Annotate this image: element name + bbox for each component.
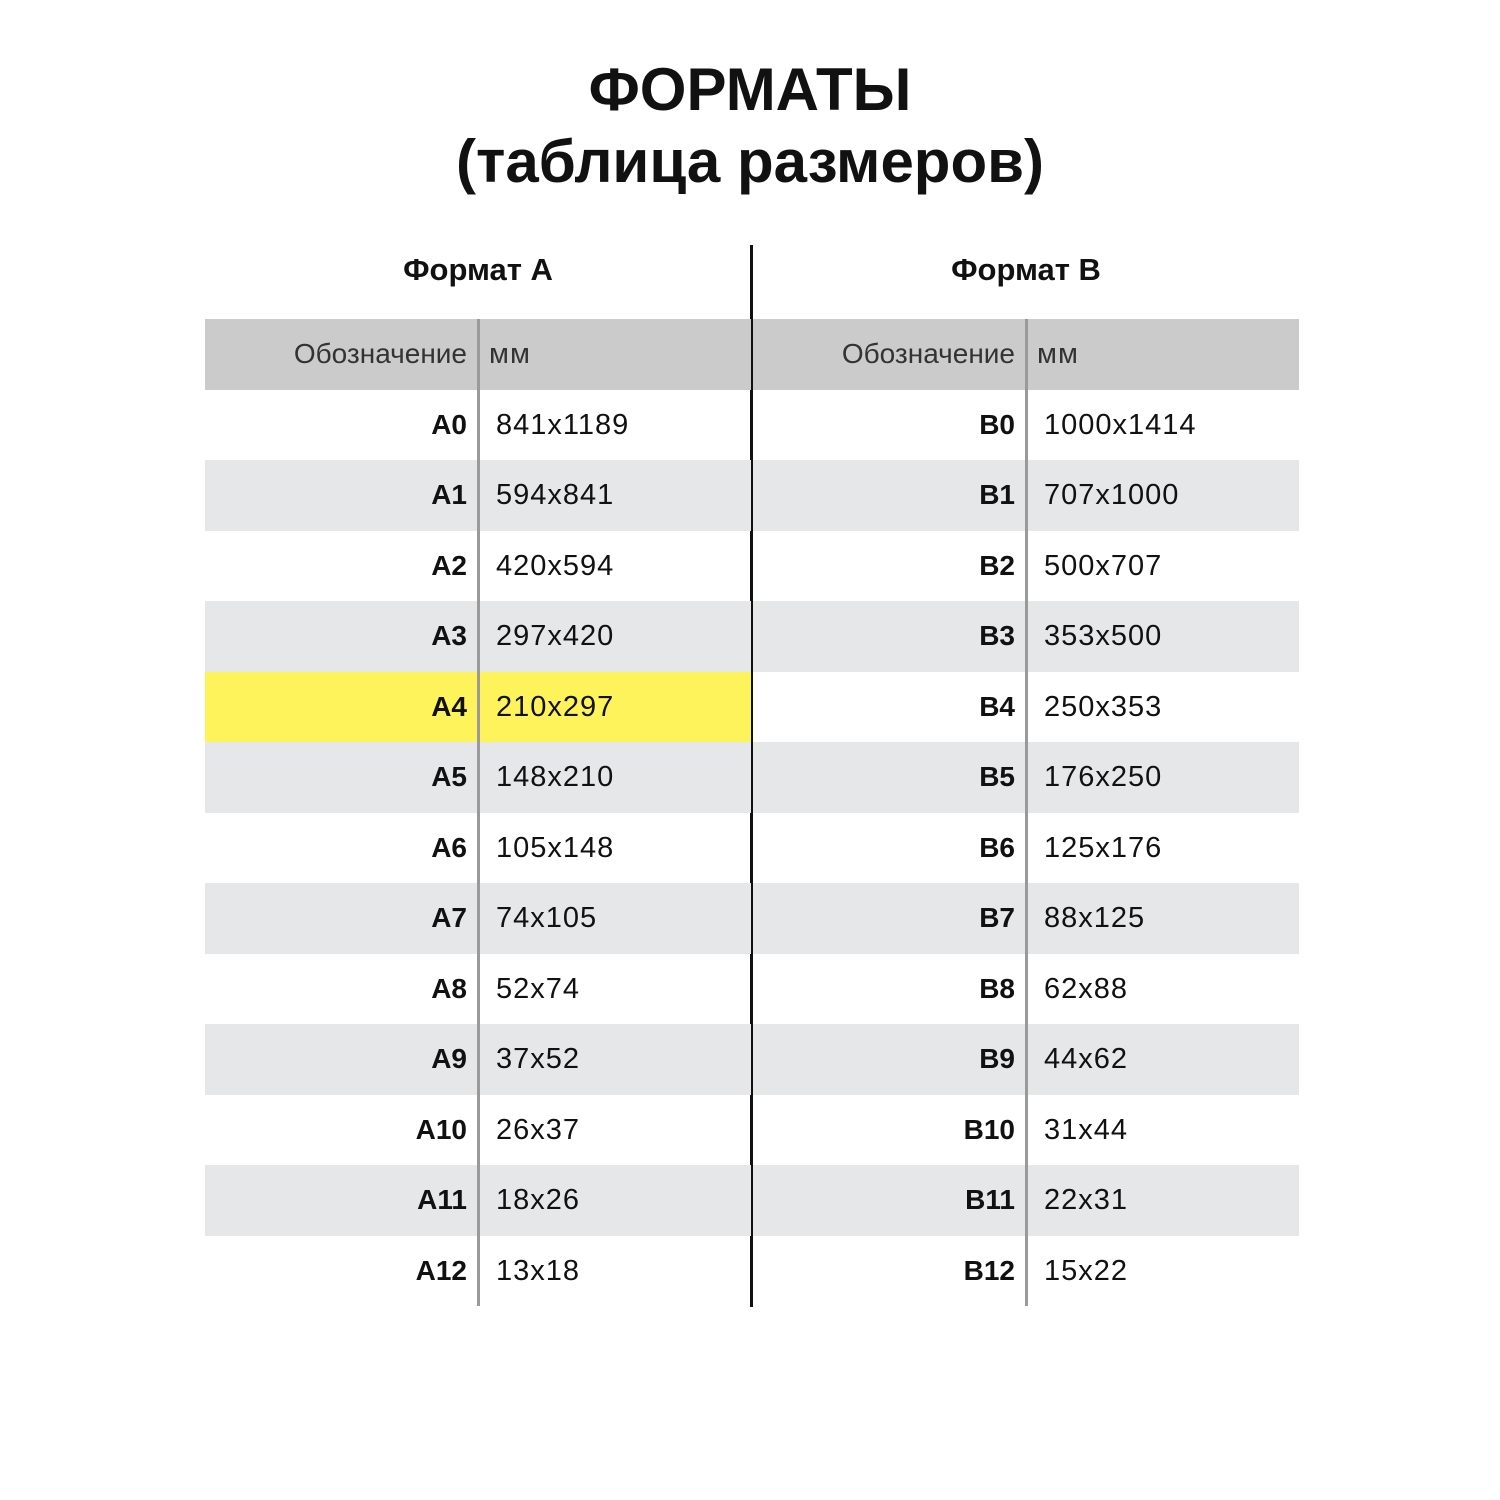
format-designation: A5	[431, 761, 467, 792]
format-size-mm: 18x26	[496, 1184, 581, 1216]
table-row: A8 52x74	[205, 954, 751, 1025]
format-designation: B9	[979, 1043, 1015, 1074]
table-row: B10 31x44	[753, 1095, 1299, 1166]
format-designation: A6	[431, 831, 467, 863]
table-row: A10 26x37	[205, 1095, 751, 1166]
format-size-mm: 22x31	[1044, 1184, 1129, 1216]
format-designation: A12	[415, 1254, 467, 1286]
designation-header: Обозначение	[293, 338, 467, 369]
format-size-mm: 13x18	[496, 1254, 581, 1287]
format-size-mm: 15x22	[1044, 1254, 1129, 1287]
format-size-mm: 31x44	[1044, 1113, 1129, 1146]
format-designation: B1	[979, 479, 1015, 510]
format-size-mm: 353x500	[1044, 620, 1163, 652]
format-size-mm: 74x105	[496, 902, 598, 934]
format-size-mm: 841x1189	[496, 408, 630, 441]
format-size-mm: 707x1000	[1044, 479, 1180, 511]
format-designation: B12	[963, 1254, 1015, 1286]
format-a-title: Формат А	[403, 252, 553, 287]
format-designation: A11	[417, 1184, 467, 1215]
format-size-mm: 52x74	[496, 972, 581, 1005]
table-row: A6 105x148	[205, 813, 751, 884]
format-size-mm: 44x62	[1044, 1043, 1129, 1075]
format-designation: B2	[979, 549, 1015, 581]
table-row: B6 125x176	[753, 813, 1299, 884]
format-size-mm: 148x210	[496, 761, 615, 793]
format-designation: B10	[963, 1113, 1015, 1145]
format-b-title: Формат В	[951, 252, 1101, 287]
format-size-mm: 420x594	[496, 549, 615, 582]
format-size-mm: 37x52	[496, 1043, 581, 1075]
center-divider	[750, 245, 753, 1307]
format-designation: A7	[431, 902, 467, 933]
size-header: мм	[489, 338, 531, 370]
table-row: B8 62x88	[753, 954, 1299, 1025]
format-size-mm: 500x707	[1044, 549, 1163, 582]
format-size-mm: 105x148	[496, 831, 615, 864]
format-size-mm: 125x176	[1044, 831, 1163, 864]
format-designation: A8	[431, 972, 467, 1004]
column-divider	[477, 319, 480, 1306]
format-designation: A1	[431, 479, 467, 510]
format-designation: B6	[979, 831, 1015, 863]
format-designation: B8	[979, 972, 1015, 1004]
format-designation: B11	[965, 1184, 1015, 1215]
table-row: A2 420x594	[205, 531, 751, 602]
format-size-mm: 594x841	[496, 479, 615, 511]
table-row: B2 500x707	[753, 531, 1299, 602]
designation-header: Обозначение	[841, 338, 1015, 369]
format-size-mm: 26x37	[496, 1113, 581, 1146]
format-designation: A2	[431, 549, 467, 581]
format-size-mm: 88x125	[1044, 902, 1146, 934]
format-size-mm: 250x353	[1044, 690, 1163, 723]
size-header: мм	[1037, 338, 1079, 370]
format-size-mm: 1000x1414	[1044, 408, 1197, 441]
column-divider	[1025, 319, 1028, 1306]
page-subtitle: (таблица размеров)	[456, 128, 1044, 195]
format-designation: A3	[431, 620, 467, 651]
format-size-mm: 297x420	[496, 620, 615, 652]
format-designation: A4	[431, 690, 467, 722]
table-row: A0 841x1189	[205, 390, 751, 461]
format-designation: B5	[979, 761, 1015, 792]
page-title: ФОРМАТЫ	[588, 56, 912, 123]
format-size-mm: 210x297	[496, 690, 615, 723]
format-designation: A9	[431, 1043, 467, 1074]
format-size-mm: 62x88	[1044, 972, 1129, 1005]
format-size-mm: 176x250	[1044, 761, 1163, 793]
format-designation: B3	[979, 620, 1015, 651]
format-designation: B7	[979, 902, 1015, 933]
format-designation: A0	[431, 408, 467, 440]
format-designation: B4	[979, 690, 1015, 722]
format-designation: A10	[415, 1113, 467, 1145]
table-row: B4 250x353	[753, 672, 1299, 743]
format-designation: B0	[979, 408, 1015, 440]
table-row: B12 15x22	[753, 1236, 1299, 1307]
table-row: B0 1000x1414	[753, 390, 1299, 461]
table-row: A12 13x18	[205, 1236, 751, 1307]
